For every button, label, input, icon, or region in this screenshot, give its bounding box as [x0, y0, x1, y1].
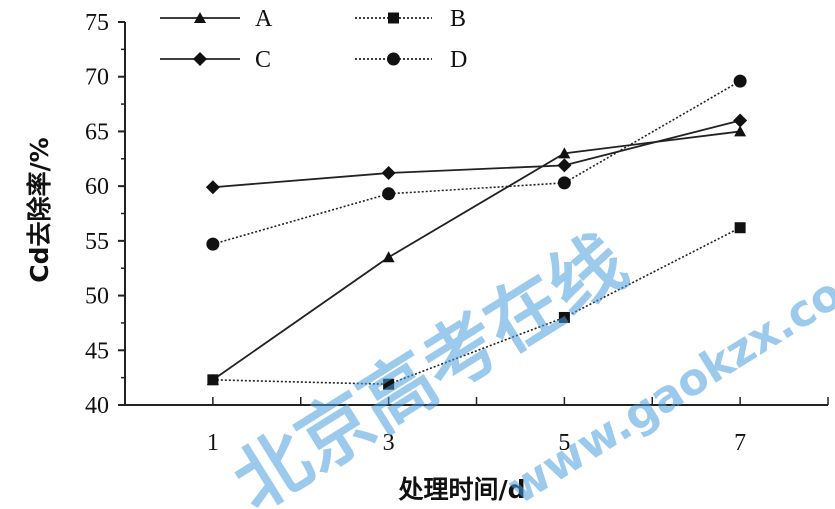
legend-item-A: A	[160, 6, 273, 32]
x-tick-label: 5	[558, 430, 570, 456]
data-point-B	[734, 222, 746, 234]
y-tick-label: 75	[85, 10, 109, 36]
x-axis-title: 处理时间/d	[397, 475, 525, 504]
y-tick-label: 40	[85, 393, 109, 419]
y-tick-label: 45	[85, 338, 109, 364]
data-point-D	[557, 176, 571, 190]
data-point-D	[733, 74, 747, 88]
legend-marker	[193, 52, 207, 66]
series-C	[205, 113, 748, 195]
data-point-C	[557, 158, 572, 173]
legend: A B C D	[160, 6, 467, 73]
x-tick-label: 1	[207, 430, 219, 456]
legend-marker	[388, 12, 399, 24]
y-axis-title: Cd去除率/%	[25, 137, 54, 282]
x-tick-label: 3	[383, 430, 395, 456]
axes: 40 45 50 55 60 65 70 75 1 3 5 7	[85, 10, 829, 456]
data-point-A	[382, 251, 395, 263]
series-D	[206, 74, 747, 251]
data-point-A	[734, 125, 747, 137]
legend-label: D	[450, 47, 467, 73]
legend-item-B: B	[355, 6, 466, 32]
data-point-C	[381, 166, 396, 181]
series-B	[207, 222, 746, 390]
y-tick-label: 50	[85, 284, 109, 310]
series-layer	[205, 74, 748, 390]
y-tick-label: 65	[85, 119, 109, 145]
y-tick-label: 55	[85, 229, 109, 255]
data-point-D	[206, 237, 220, 251]
data-point-C	[733, 113, 748, 128]
legend-marker	[387, 52, 400, 66]
x-tick-label: 7	[734, 430, 746, 456]
data-point-B	[207, 374, 219, 386]
series-line-B	[212, 227, 741, 386]
data-point-B	[558, 311, 570, 323]
series-line-D	[212, 80, 741, 245]
data-point-D	[382, 187, 396, 201]
legend-label: A	[255, 6, 273, 32]
series-line-C	[212, 119, 741, 189]
data-point-C	[205, 180, 220, 195]
data-point-A	[558, 147, 571, 159]
legend-marker	[194, 12, 206, 23]
legend-item-D: D	[355, 47, 467, 73]
legend-item-C: C	[160, 47, 271, 73]
y-tick-label: 70	[85, 65, 109, 91]
legend-label: C	[255, 47, 271, 73]
y-tick-label: 60	[85, 174, 109, 200]
legend-label: B	[450, 6, 466, 32]
data-point-B	[383, 378, 395, 390]
